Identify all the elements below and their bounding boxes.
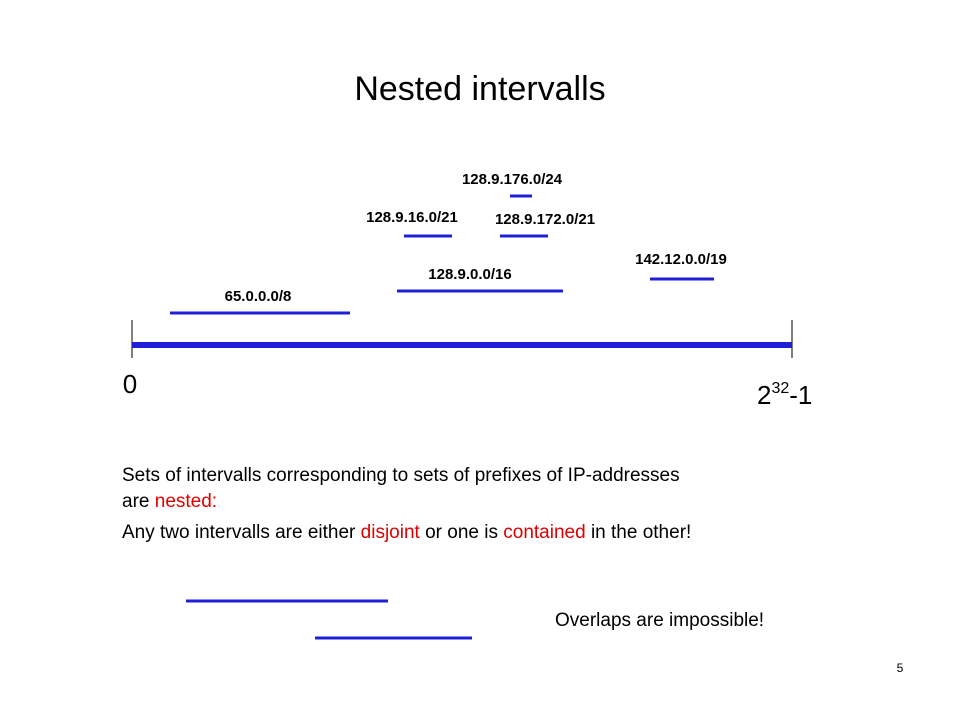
interval-label: 128.9.172.0/21 — [495, 211, 595, 228]
text-span: are — [122, 491, 155, 512]
note: Overlaps are impossible! — [555, 610, 764, 631]
text-span: Any two intervalls are either — [122, 522, 361, 543]
paragraph-line: Any two intervalls are either disjoint o… — [122, 522, 691, 543]
interval-label: 128.9.0.0/16 — [428, 266, 511, 283]
text-span: or one is — [420, 522, 503, 543]
title: Nested intervalls — [354, 70, 605, 108]
highlight: nested: — [155, 491, 217, 512]
paragraph-line: Sets of intervalls corresponding to sets… — [122, 465, 680, 486]
highlight: disjoint — [361, 522, 421, 543]
page-number: 5 — [897, 661, 904, 675]
interval-label: 128.9.176.0/24 — [462, 171, 563, 188]
axis-end-exponent: 32 — [771, 380, 789, 397]
axis-start: 0 — [123, 369, 137, 399]
axis-end-base: 2 — [757, 380, 771, 410]
highlight: contained — [503, 522, 585, 543]
interval-label: 142.12.0.0/19 — [635, 251, 727, 268]
interval-label: 128.9.16.0/21 — [366, 209, 458, 226]
interval-label: 65.0.0.0/8 — [225, 288, 292, 305]
text-span: in the other! — [586, 522, 692, 543]
axis-end-suffix: -1 — [789, 380, 812, 410]
paragraph-line: are nested: — [122, 491, 217, 512]
axis-end: 232-1 — [757, 380, 812, 410]
